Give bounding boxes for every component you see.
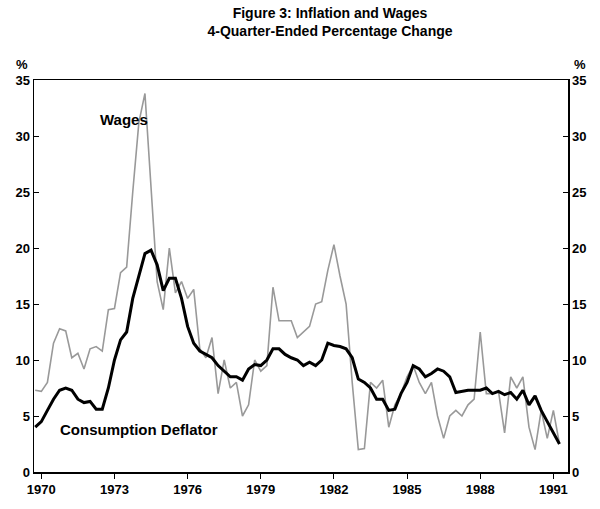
svg-text:5: 5 xyxy=(572,409,579,424)
svg-text:%: % xyxy=(574,57,586,72)
svg-text:Consumption Deflator: Consumption Deflator xyxy=(60,421,218,438)
svg-text:%: % xyxy=(16,57,28,72)
svg-text:15: 15 xyxy=(572,297,586,312)
svg-text:30: 30 xyxy=(15,129,29,144)
svg-text:1982: 1982 xyxy=(319,482,348,497)
svg-text:5: 5 xyxy=(23,409,30,424)
svg-text:1979: 1979 xyxy=(246,482,275,497)
svg-text:10: 10 xyxy=(572,353,586,368)
svg-text:0: 0 xyxy=(23,465,30,480)
svg-text:1991: 1991 xyxy=(539,482,568,497)
svg-text:30: 30 xyxy=(572,129,586,144)
svg-text:1970: 1970 xyxy=(27,482,56,497)
svg-text:1973: 1973 xyxy=(100,482,129,497)
svg-text:10: 10 xyxy=(15,353,29,368)
svg-text:1985: 1985 xyxy=(393,482,422,497)
svg-text:Figure 3: Inflation and Wages4: Figure 3: Inflation and Wages4-Quarter-E… xyxy=(207,5,452,39)
svg-text:0: 0 xyxy=(572,465,579,480)
svg-text:20: 20 xyxy=(15,241,29,256)
svg-text:15: 15 xyxy=(15,297,29,312)
svg-text:20: 20 xyxy=(572,241,586,256)
svg-text:25: 25 xyxy=(572,185,586,200)
svg-text:1976: 1976 xyxy=(173,482,202,497)
svg-text:1988: 1988 xyxy=(466,482,495,497)
svg-text:Wages: Wages xyxy=(100,111,148,128)
svg-text:35: 35 xyxy=(572,73,586,88)
svg-text:25: 25 xyxy=(15,185,29,200)
svg-text:35: 35 xyxy=(15,73,29,88)
